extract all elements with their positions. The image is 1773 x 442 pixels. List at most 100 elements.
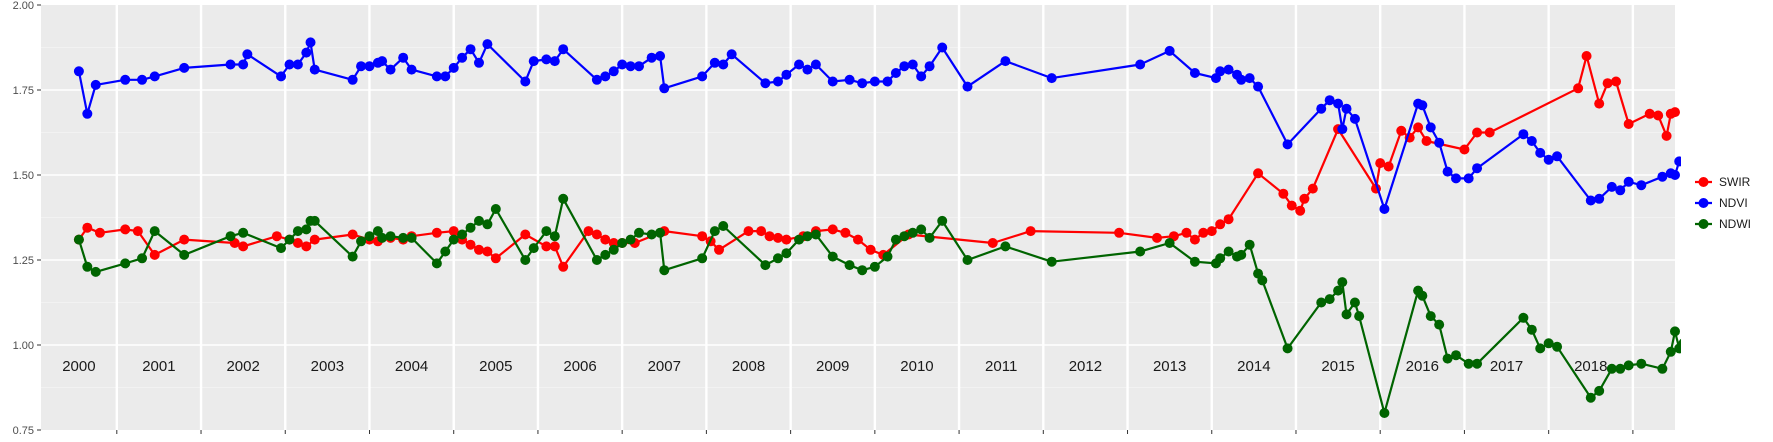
ndvi-point (1189, 68, 1200, 78)
year-label: 2001 (142, 358, 175, 375)
ndvi-point (1535, 147, 1546, 158)
x-axis (116, 430, 1634, 434)
ndvi-point (1657, 171, 1668, 182)
ndvi-point (659, 83, 670, 94)
swir-point (1472, 127, 1483, 138)
swir-point (583, 226, 594, 237)
ndwi-point (1236, 249, 1247, 260)
ndwi-point (890, 234, 901, 245)
ndvi-point (772, 76, 783, 87)
swir-point (1114, 227, 1125, 238)
ndwi-point (1316, 297, 1327, 308)
ndwi-point (149, 226, 160, 237)
ndvi-point (709, 57, 720, 68)
year-label: 2006 (563, 358, 596, 375)
ndwi-point (772, 253, 783, 264)
ndwi-legend-label: NDWI (1719, 217, 1751, 231)
series-layer (73, 37, 1681, 418)
ndwi-point (869, 261, 880, 272)
ndwi-point (1341, 309, 1352, 320)
swir-point (520, 229, 531, 240)
ndwi-point (1657, 363, 1668, 374)
ndvi-point (276, 71, 287, 82)
swir-point (132, 226, 143, 237)
ndwi-point (1518, 312, 1529, 323)
ndvi-point (1463, 173, 1474, 184)
swir-point (1623, 119, 1634, 129)
ndvi-point (137, 74, 148, 85)
ndvi-point (242, 49, 253, 60)
ndvi-point (1442, 166, 1453, 177)
ndwi-point (882, 251, 893, 262)
ndvi-point (473, 57, 484, 68)
swir-point (697, 231, 708, 242)
ndvi-point (608, 66, 619, 77)
ndwi-point (179, 249, 190, 260)
ndwi-point (520, 255, 531, 265)
ndwi-point (549, 231, 560, 242)
ndwi-point (1223, 246, 1234, 257)
ndwi-point (309, 215, 320, 226)
ndwi-point (899, 231, 910, 242)
year-label: 2013 (1153, 358, 1186, 375)
ndvi-point (1316, 103, 1327, 114)
swir-point (1594, 98, 1605, 109)
swir-point (179, 234, 190, 245)
ndwi-point (1606, 363, 1617, 374)
year-label: 2016 (1406, 358, 1439, 375)
year-label: 2010 (900, 358, 933, 375)
y-axis: 0.75 1.00 1.25 1.50 1.75 2.00 (13, 0, 41, 437)
ndvi-point (1000, 56, 1011, 67)
year-label: 2018 (1574, 358, 1607, 375)
ndvi-point (1164, 45, 1175, 56)
year-label: 2008 (732, 358, 765, 375)
ndvi-point (1670, 170, 1680, 180)
ndwi-legend-key (1698, 219, 1709, 229)
ndvi-point (1236, 74, 1247, 85)
ndwi-point (781, 248, 792, 259)
ndvi-point (760, 78, 771, 89)
ndvi-point (591, 74, 602, 85)
ndvi-point (120, 74, 131, 85)
year-label: 2005 (479, 358, 512, 375)
ndvi-point (1379, 204, 1390, 214)
ndwi-point (1354, 311, 1365, 322)
swir-point (309, 234, 320, 245)
ndvi-point (890, 68, 901, 78)
ndvi-point (149, 71, 160, 82)
swir-point (1484, 127, 1495, 138)
ndvi-point (1425, 122, 1436, 133)
ndvi-point (924, 61, 935, 72)
ndwi-point (1337, 277, 1348, 288)
ndvi-point (1349, 113, 1360, 124)
ndwi-point (137, 253, 148, 264)
ndwi-point (465, 222, 476, 233)
ndwi-point (1046, 256, 1057, 267)
ndvi-point (73, 66, 84, 77)
ndwi-point (1552, 341, 1563, 352)
y-tick-label: 1.50 (13, 170, 34, 182)
ndwi-point (238, 227, 249, 238)
ndvi-point (1636, 180, 1647, 191)
swir-point (1181, 227, 1192, 238)
ndvi-point (646, 52, 657, 63)
swir-point (1278, 188, 1289, 199)
ndvi-point (600, 71, 611, 82)
swir-point (82, 222, 93, 233)
ndvi-point (882, 76, 893, 87)
ndwi-point (1623, 360, 1634, 371)
ndwi-point (1463, 358, 1474, 369)
ndvi-point (225, 59, 236, 70)
swir-point (94, 227, 105, 238)
year-label: 2002 (226, 358, 259, 375)
swir-point (1421, 136, 1432, 146)
swir-point (1206, 226, 1217, 237)
ndwi-point (90, 266, 101, 277)
ndwi-point (827, 251, 838, 262)
ndvi-point (718, 59, 729, 70)
ndwi-point (907, 227, 918, 238)
swir-point (764, 231, 775, 242)
ndwi-point (591, 255, 602, 265)
year-label: 2000 (62, 358, 95, 375)
